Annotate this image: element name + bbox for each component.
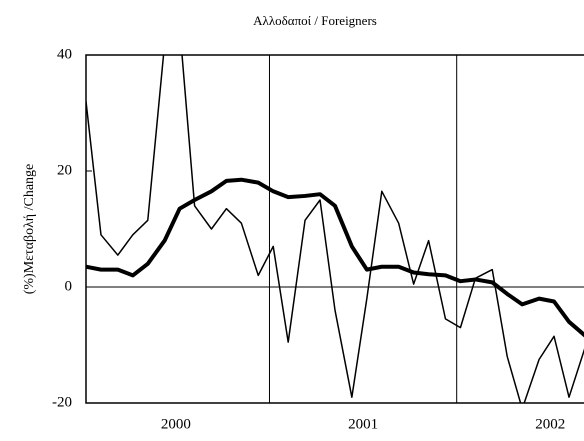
- x-tick-label: 2001: [348, 416, 378, 432]
- series-line: [86, 177, 584, 338]
- y-tick-label: 0: [65, 278, 73, 294]
- x-tick-label: 2002: [535, 416, 565, 432]
- plot-area: [86, 55, 584, 403]
- y-tick-label: 40: [57, 46, 72, 62]
- chart-title: Αλλοδαποί / Foreigners: [253, 13, 377, 28]
- y-tick-label: 20: [57, 162, 72, 178]
- x-tick-label: 2000: [161, 416, 191, 432]
- plot-frame: [85, 54, 584, 404]
- y-axis-label: (%)Μεταβολή /Change: [22, 164, 37, 295]
- series-line: [86, 55, 584, 403]
- y-tick-label: -20: [52, 394, 72, 410]
